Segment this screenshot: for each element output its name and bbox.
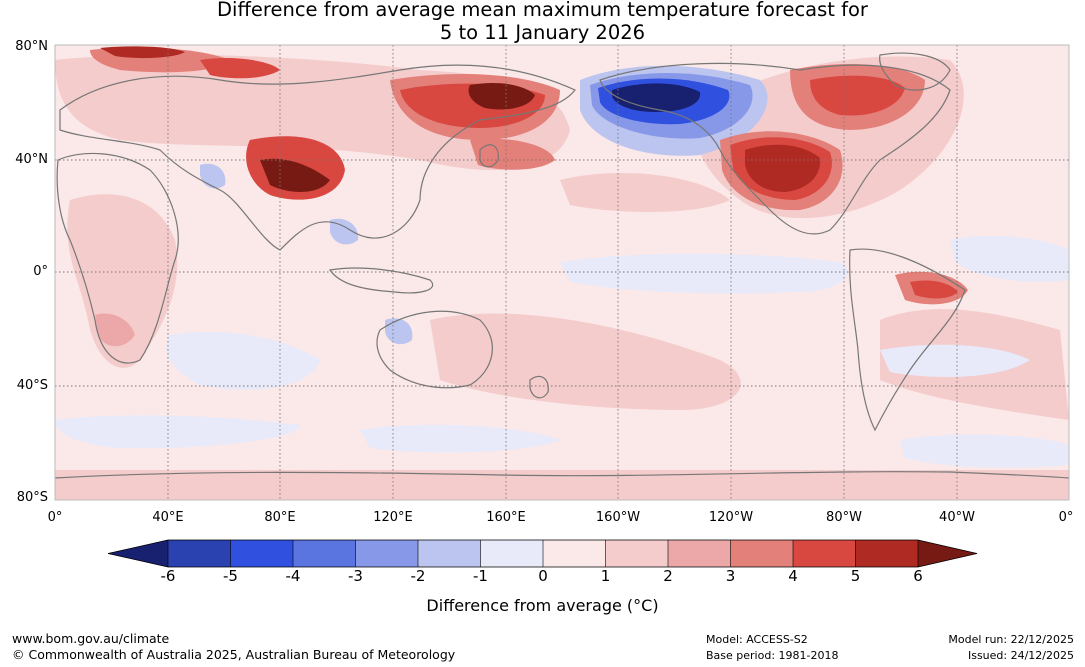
colorbar-tick-label: 4	[788, 567, 798, 585]
anomaly-region-europe-warm-2	[100, 46, 185, 59]
colorbar-swatch	[855, 540, 919, 567]
colorbar-tick-label: 1	[600, 567, 611, 585]
lon-label-160e: 160°E	[486, 510, 526, 525]
lon-label-120e: 120°E	[373, 510, 413, 525]
colorbar-extend-low	[108, 540, 168, 567]
anomaly-region-south-atlantic-blue	[880, 344, 1030, 377]
anomaly-region-east-pacific	[560, 172, 730, 212]
anomaly-fields	[55, 46, 1069, 500]
anomaly-region-china-warm-2	[260, 158, 330, 192]
coastline-indonesia	[328, 267, 433, 294]
anomaly-region-east-atlantic-blue	[950, 235, 1069, 282]
colorbar-swatch	[543, 540, 606, 567]
anomaly-region-southern-ocean-far-east	[900, 434, 1069, 468]
anomaly-region-southern-ocean-east	[360, 424, 560, 453]
coastline-japan	[479, 144, 499, 168]
colorbar-tick-label: 3	[725, 567, 736, 585]
anomaly-region-africa	[67, 194, 178, 368]
lon-label-40e: 40°E	[152, 510, 184, 525]
footer-url: www.bom.gov.au/climate	[12, 631, 170, 646]
coastline-antarctica	[55, 471, 1069, 479]
coastline-new-zealand	[529, 375, 549, 399]
anomaly-region-east-china-warm	[470, 138, 555, 170]
anomaly-region-canada-warm-2	[810, 75, 905, 116]
coastline-greenland	[879, 52, 951, 91]
anomaly-region-southern-ocean-west	[55, 415, 300, 449]
footer-base-period: Base period: 1981-2018	[706, 649, 839, 662]
colorbar-tick-label: -3	[348, 567, 363, 585]
colorbar-tick-label: 5	[850, 567, 861, 585]
colorbar-tick-label: 0	[538, 567, 548, 585]
colorbar-tick-label: -6	[160, 567, 176, 585]
footer-issued: Issued: 24/12/2025	[967, 649, 1074, 662]
anomaly-region-australia-blue	[385, 318, 413, 345]
lat-label-80n: 80°N	[15, 39, 48, 54]
lat-label-80s: 80°S	[16, 490, 48, 505]
graticule	[55, 45, 1069, 500]
lon-label-0-west: 0°	[47, 510, 63, 525]
colorbar-swatch	[293, 540, 356, 567]
colorbar-extend-high	[918, 540, 977, 567]
anomaly-region-southeast-asia-blue	[330, 218, 359, 245]
anomaly-region-usa-warm-3	[745, 144, 821, 192]
title-line-1: Difference from average mean maximum tem…	[217, 0, 868, 21]
colorbar-swatch	[230, 540, 294, 567]
colorbar-tick-label: 6	[913, 567, 923, 585]
colorbar-swatch	[418, 540, 481, 567]
anomaly-region-brazil-warm-2	[910, 280, 958, 299]
lat-label-40s: 40°S	[16, 378, 48, 393]
footer-copyright: © Commonwealth of Australia 2025, Austra…	[12, 647, 456, 662]
chart-title: Difference from average mean maximum tem…	[0, 0, 1085, 44]
colorbar-title: Difference from average (°C)	[426, 596, 659, 615]
coastline-australia	[376, 310, 493, 389]
anomaly-region-africa-south	[95, 313, 135, 347]
colorbar-tick-label: 2	[663, 567, 673, 585]
anomaly-region-equatorial-pacific	[560, 253, 848, 294]
colorbar-tick-label: -1	[473, 567, 488, 585]
map-frame	[54, 44, 1070, 501]
colorbar-swatch	[730, 540, 794, 567]
lon-label-0-east: 0°	[1058, 510, 1074, 525]
anomaly-region-southern-band	[55, 470, 1069, 500]
colorbar-swatch	[793, 540, 856, 567]
lon-label-80e: 80°E	[264, 510, 296, 525]
colorbar-tick-label: -4	[285, 567, 301, 585]
anomaly-region-india-blue	[200, 163, 226, 189]
colorbar-tick-label: -5	[223, 567, 238, 585]
colorbar-swatch	[355, 540, 419, 567]
colorbar-swatch	[480, 540, 544, 567]
anomaly-region-scandinavia-warm	[200, 58, 280, 79]
title-line-2: 5 to 11 January 2026	[439, 21, 646, 44]
anomaly-region-indian-ocean	[166, 331, 320, 390]
colorbar-swatch	[668, 540, 731, 567]
colorbar-swatch	[605, 540, 669, 567]
coastline-north-america	[599, 62, 951, 235]
anomaly-region-alaska-cold-4	[612, 83, 701, 112]
colorbar-swatch	[168, 540, 231, 567]
footer-model-run: Model run: 22/12/2025	[948, 633, 1074, 646]
lat-label-40n: 40°N	[15, 152, 48, 167]
lat-label-equator: 0°	[33, 264, 48, 279]
lon-label-80w: 80°W	[826, 510, 862, 525]
footer-model: Model: ACCESS-S2	[706, 633, 808, 646]
colorbar-tick-label: -2	[410, 567, 426, 585]
lon-label-40w: 40°W	[939, 510, 975, 525]
lon-label-160w: 160°W	[595, 510, 641, 525]
anomaly-region-siberia-warm-3	[468, 83, 535, 110]
coastline-africa	[56, 152, 179, 364]
lon-label-120w: 120°W	[708, 510, 754, 525]
